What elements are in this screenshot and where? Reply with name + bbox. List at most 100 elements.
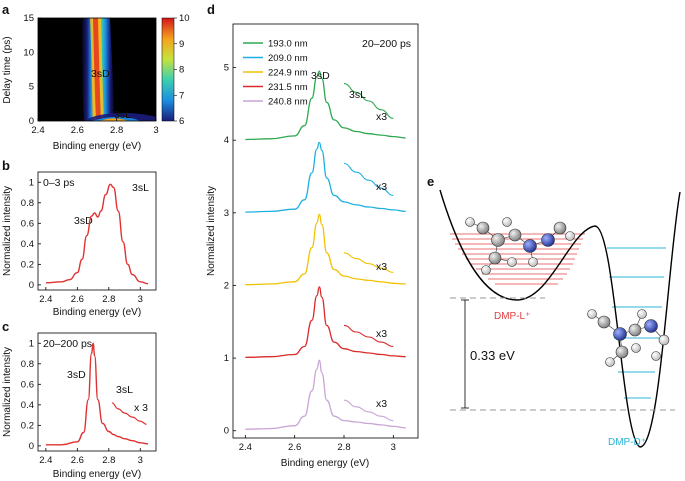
panel-d-title: 20–200 ps [362, 38, 411, 50]
panel-d-x3-line [343, 399, 394, 422]
panel-c-x-tick-label: 3 [138, 455, 143, 466]
panel-d-x3-label-2: x3 [376, 181, 387, 193]
panel-b-y-tick-label: 1 [29, 177, 34, 188]
panel-c-y-tick-label: 0.6 [21, 379, 34, 390]
colorbar [161, 17, 175, 122]
panel-d-y-tick-label: 4 [224, 135, 229, 146]
panel-b-x-tick-label: 2.6 [71, 294, 84, 305]
heatmap-x-axis-label: Binding energy (eV) [53, 141, 141, 152]
panel-d-3sL-label: 3sL [349, 89, 366, 101]
panel-d-x-tick-label: 2.8 [337, 442, 350, 453]
panel-c-y-tick-label: 0.4 [21, 400, 34, 411]
panel-b-y-tick-label: 0.2 [21, 259, 34, 270]
dmp-d-molecule-image [587, 309, 670, 367]
panel-b-x-ticks: 2.4 2.6 2.8 3 [39, 287, 143, 305]
heatmap-x-tick-label: 2.4 [31, 125, 44, 136]
panel-b-x-axis-label: Binding energy (eV) [53, 307, 141, 318]
panel-b-y-axis-label: Normalized intensity [2, 186, 13, 276]
panel-d-series-line [245, 359, 406, 430]
panel-d-y-tick-label: 2 [224, 280, 229, 291]
heatmap-y-tick-label: 5 [29, 82, 34, 93]
heatmap-y-tick-label: 0 [29, 116, 34, 127]
panel-c: c 20–200 ps 3sD 3sL x 3 2.4 2.6 2.8 3 00.20… [2, 319, 157, 480]
panel-c-y-tick-label: 0.2 [21, 420, 34, 431]
panel-c-x3-line [111, 402, 147, 425]
panel-d-y-tick-label: 1 [224, 353, 229, 364]
energy-gap-arrow [461, 299, 469, 409]
left-well-levels [450, 233, 585, 285]
panel-d-x-tick-label: 3 [391, 442, 396, 453]
panel-c-x-tick-label: 2.6 [71, 455, 84, 466]
panel-d-series [245, 70, 406, 430]
heatmap-y-axis-label: Delay time (ps) [2, 36, 13, 103]
panel-d-series-line [245, 213, 406, 286]
heatmap-x-ticks: 2.4 2.6 2.8 3 [31, 118, 159, 136]
panel-d-y-ticks: 0 1 2 3 4 5 [224, 63, 236, 437]
panel-c-x3-label: x 3 [134, 402, 148, 414]
panel-d-y-axis-label: Normalized intensity [206, 186, 217, 276]
panel-c-y-tick-label: 1 [29, 338, 34, 349]
legend-entry-label: 231.5 nm [268, 82, 308, 93]
colorbar-tick-label: 9 [179, 39, 184, 50]
panel-d-frame [232, 23, 419, 439]
panel-c-3sL-label: 3sL [116, 384, 133, 396]
legend-entry-label: 193.0 nm [268, 39, 308, 50]
panel-b-y-tick-label: 0 [29, 280, 34, 291]
panel-c-y-ticks: 0 0.2 0.4 0.6 0.8 1 [21, 338, 41, 452]
panel-d-series-line [245, 286, 406, 359]
panel-c-letter: c [2, 319, 9, 334]
panel-c-x-axis-label: Binding energy (eV) [53, 469, 141, 480]
colorbar-tick-label: 10 [179, 13, 190, 24]
panel-d-series-line [245, 70, 406, 141]
panel-c-x-tick-label: 2.8 [102, 455, 115, 466]
panel-d-x-ticks: 2.4 2.6 2.8 3 [239, 435, 396, 453]
panel-d-x3-label-1: x3 [376, 111, 387, 123]
panel-a: a 3sD 3sL 2.4 2.6 2.8 3 0 5 10 15 Binding ener… [2, 2, 190, 152]
colorbar-tick-label: 7 [179, 90, 184, 101]
panel-d-x-tick-label: 2.6 [288, 442, 301, 453]
panel-c-frame [37, 332, 157, 452]
panel-c-x-ticks: 2.4 2.6 2.8 3 [39, 448, 143, 466]
colorbar-tick-label: 8 [179, 65, 184, 76]
panel-d-series-line [245, 141, 406, 213]
legend-entry-label: 240.8 nm [268, 97, 308, 108]
panel-c-series-line [45, 342, 149, 446]
panel-d: d 20–200 ps 193.0 nm 209.0 nm 224.9 nm 231.… [206, 2, 419, 469]
energy-gap-label: 0.33 eV [470, 348, 515, 363]
panel-d-legend: 193.0 nm 209.0 nm 224.9 nm 231.5 nm 240.8 nm [243, 39, 308, 108]
panel-b-3sL-label: 3sL [132, 182, 149, 194]
panel-c-3sD-label: 3sD [67, 369, 86, 381]
panel-b-title: 0–3 ps [43, 177, 75, 189]
panel-b-x-tick-label: 3 [138, 294, 143, 305]
panel-e: e [427, 174, 681, 448]
heatmap-x-tick-label: 2.8 [110, 125, 123, 136]
legend-entry-label: 224.9 nm [268, 68, 308, 79]
panel-b-frame [37, 171, 157, 291]
panel-d-y-tick-label: 0 [224, 426, 229, 437]
heatmap-x-tick-label: 2.6 [71, 125, 84, 136]
panel-d-y-tick-label: 3 [224, 208, 229, 219]
panel-b: b 0–3 ps 3sD 3sL 2.4 2.6 2.8 3 0 0.2 0.4 0.6 0.… [2, 158, 157, 318]
panel-b-y-tick-label: 0.4 [21, 239, 34, 250]
panel-e-letter: e [427, 174, 434, 189]
heatmap-y-ticks: 0 5 10 15 [23, 13, 41, 127]
panel-d-y-tick-label: 5 [224, 63, 229, 74]
panel-d-x-tick-label: 2.4 [239, 442, 252, 453]
heatmap-3sL-label: 3sL [114, 109, 131, 121]
heatmap-y-tick-label: 10 [23, 47, 34, 58]
colorbar-ticks: 10 9 8 7 6 [174, 13, 190, 127]
panel-c-x-tick-label: 2.4 [39, 455, 52, 466]
panel-b-y-ticks: 0 0.2 0.4 0.6 0.8 1 [21, 177, 41, 291]
panel-d-x3-line [343, 324, 394, 348]
heatmap-frame [37, 17, 157, 122]
panel-b-series-line [45, 183, 149, 285]
panel-d-x3-label-3: x3 [376, 261, 387, 273]
panel-b-y-tick-label: 0.8 [21, 198, 34, 209]
colorbar-tick-label: 6 [179, 116, 184, 127]
right-well-levels [607, 247, 666, 399]
heatmap-band [81, 18, 156, 121]
panel-d-x3-line [343, 162, 394, 196]
panel-d-x3-label-5: x3 [376, 398, 387, 410]
panel-b-letter: b [2, 158, 10, 173]
